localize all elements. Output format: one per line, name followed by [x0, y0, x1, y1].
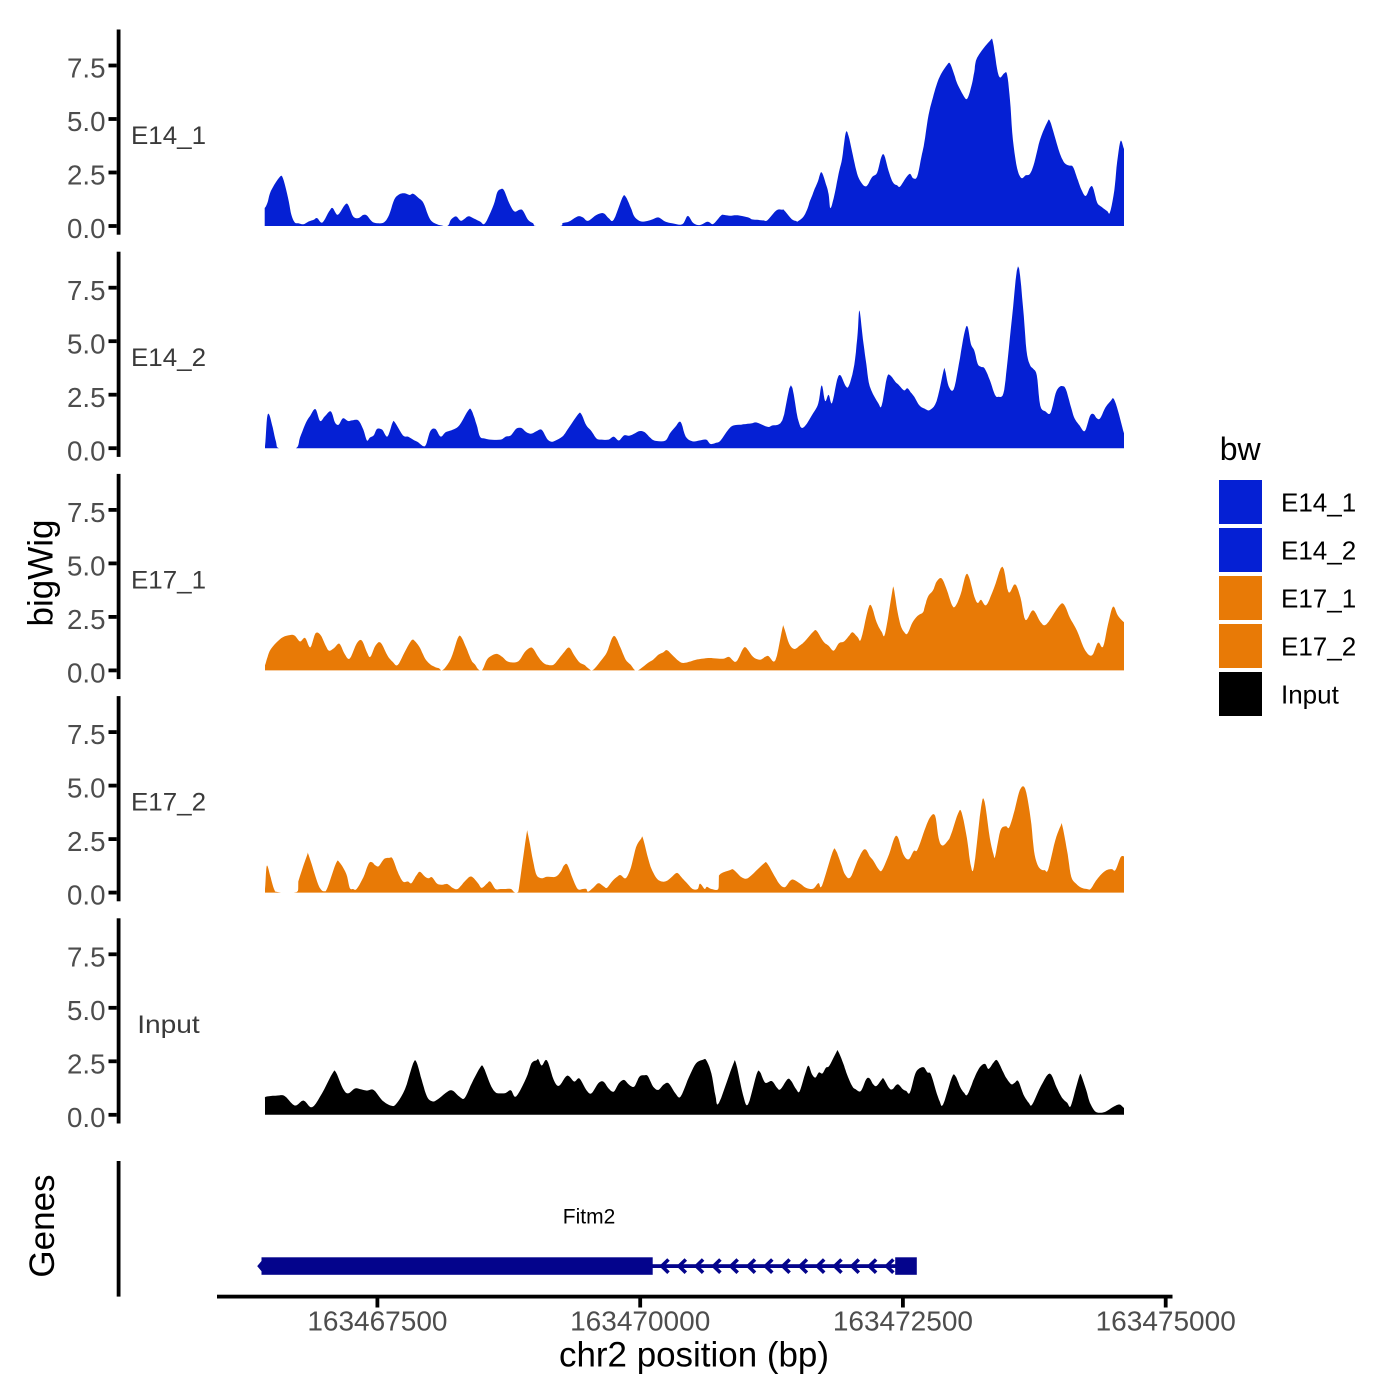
svg-text:E14_1: E14_1 — [1281, 487, 1356, 517]
svg-text:163475000: 163475000 — [1096, 1306, 1236, 1337]
svg-text:bw: bw — [1220, 431, 1262, 467]
svg-text:E14_1: E14_1 — [131, 122, 206, 150]
svg-text:2.5: 2.5 — [67, 382, 106, 413]
svg-text:7.5: 7.5 — [67, 941, 106, 972]
svg-text:0.0: 0.0 — [67, 880, 106, 911]
svg-text:2.5: 2.5 — [67, 1048, 106, 1079]
svg-text:chr2 position (bp): chr2 position (bp) — [559, 1336, 829, 1375]
svg-text:163470000: 163470000 — [570, 1306, 710, 1337]
svg-text:E17_1: E17_1 — [1281, 583, 1356, 613]
svg-text:E14_2: E14_2 — [131, 344, 206, 372]
svg-text:5.0: 5.0 — [67, 551, 106, 582]
svg-text:7.5: 7.5 — [67, 275, 106, 306]
svg-text:0.0: 0.0 — [67, 1102, 106, 1133]
svg-text:E17_2: E17_2 — [131, 789, 206, 817]
svg-text:163472500: 163472500 — [833, 1306, 973, 1337]
svg-text:163467500: 163467500 — [307, 1306, 447, 1337]
svg-text:7.5: 7.5 — [67, 497, 106, 528]
svg-text:7.5: 7.5 — [67, 53, 106, 84]
svg-text:2.5: 2.5 — [67, 160, 106, 191]
svg-text:2.5: 2.5 — [67, 826, 106, 857]
svg-text:E17_1: E17_1 — [131, 566, 206, 594]
svg-text:5.0: 5.0 — [67, 773, 106, 804]
svg-text:Genes: Genes — [23, 1174, 62, 1277]
svg-text:Input: Input — [1281, 679, 1340, 709]
svg-text:E14_2: E14_2 — [1281, 535, 1356, 565]
svg-text:5.0: 5.0 — [67, 995, 106, 1026]
svg-text:Fitm2: Fitm2 — [563, 1206, 616, 1229]
svg-text:0.0: 0.0 — [67, 213, 106, 244]
svg-text:5.0: 5.0 — [67, 106, 106, 137]
svg-text:bigWig: bigWig — [22, 520, 61, 627]
svg-text:E17_2: E17_2 — [1281, 631, 1356, 661]
svg-text:0.0: 0.0 — [67, 435, 106, 466]
svg-text:5.0: 5.0 — [67, 328, 106, 359]
svg-text:Input: Input — [137, 1011, 200, 1039]
svg-text:7.5: 7.5 — [67, 719, 106, 750]
svg-text:2.5: 2.5 — [67, 604, 106, 635]
svg-text:0.0: 0.0 — [67, 658, 106, 689]
